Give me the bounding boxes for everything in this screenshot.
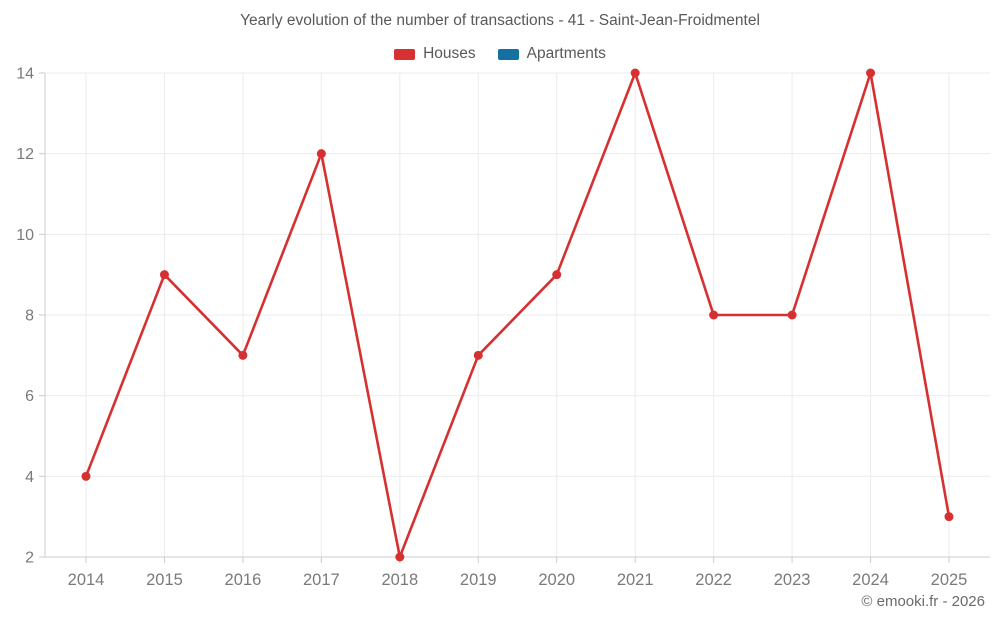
y-tick-label: 12 [16,146,34,163]
y-tick-label: 6 [25,388,34,405]
y-tick-label: 4 [25,469,34,486]
houses-data-point[interactable] [787,310,797,320]
x-tick-label: 2015 [146,571,183,589]
houses-data-point[interactable] [709,310,719,320]
x-tick-label: 2020 [538,571,575,589]
x-tick-label: 2019 [460,571,497,589]
x-tick-label: 2024 [852,571,889,589]
chart-legend: Houses Apartments [0,45,1000,63]
y-tick-label: 14 [16,66,34,83]
x-tick-label: 2018 [381,571,418,589]
houses-data-point[interactable] [316,149,326,159]
houses-data-point[interactable] [238,350,248,360]
houses-data-point[interactable] [866,68,876,78]
legend-item-houses[interactable]: Houses [394,45,476,63]
x-tick-label: 2016 [225,571,262,589]
y-tick-label: 8 [25,308,34,325]
y-tick-label: 2 [25,550,34,567]
houses-data-point[interactable] [630,68,640,78]
x-tick-label: 2022 [695,571,732,589]
houses-data-point[interactable] [473,350,483,360]
legend-label-apartments: Apartments [526,45,606,62]
x-tick-label: 2025 [931,571,968,589]
x-tick-label: 2017 [303,571,340,589]
houses-data-point[interactable] [395,552,405,562]
x-tick-label: 2023 [774,571,811,589]
legend-item-apartments[interactable]: Apartments [497,45,606,63]
footer-credit: © emooki.fr - 2026 [861,593,985,610]
x-tick-label: 2021 [617,571,654,589]
houses-line [84,71,951,559]
chart-title: Yearly evolution of the number of transa… [240,12,760,29]
houses-data-point[interactable] [552,270,562,280]
x-tick-label: 2014 [68,571,105,589]
apartments-swatch-icon [497,48,519,60]
houses-data-point[interactable] [159,270,169,280]
houses-data-point[interactable] [81,471,91,481]
houses-swatch-icon [394,48,416,60]
y-tick-label: 10 [16,227,34,244]
legend-label-houses: Houses [423,45,476,62]
houses-data-point[interactable] [944,512,954,522]
